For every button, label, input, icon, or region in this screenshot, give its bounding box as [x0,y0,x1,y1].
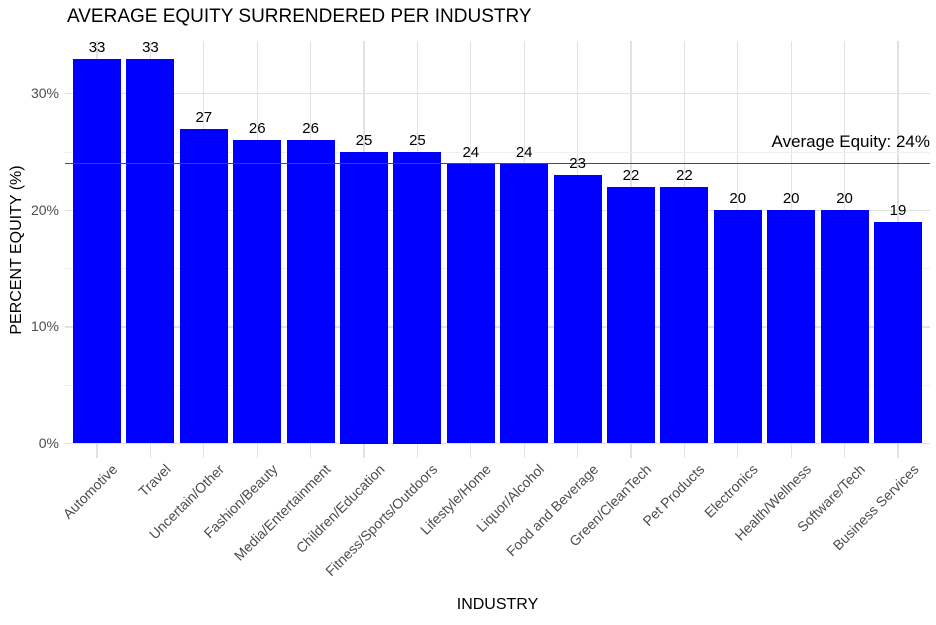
bar-value-label: 26 [248,120,266,138]
x-tick-label: Travel [135,461,174,500]
bar-value-label: 19 [889,201,907,219]
bar-value-label: 25 [409,132,426,149]
y-tick-label: 10% [30,318,59,335]
x-tick-label: Food and Beverage [502,461,601,560]
minor-gridline-y [65,151,930,153]
bar [606,186,655,444]
y-axis-title: PERCENT EQUITY (%) [8,165,25,335]
bar-value-label: 24 [462,143,480,161]
major-gridline-y [65,326,930,328]
y-tick-label: 30% [30,85,59,102]
minor-gridline-y [65,384,930,386]
bar [553,175,602,444]
x-axis-title: INDUSTRY [456,596,539,613]
bar [393,152,442,444]
bar-value-label: 23 [569,155,586,173]
bar-value-label: 25 [355,132,373,149]
bar-value-label: 22 [622,166,640,184]
bar [446,163,495,444]
major-gridline-y [65,93,930,95]
y-tick-label: 0% [38,435,59,451]
major-gridline-y [65,209,930,211]
bar-value-label: 33 [88,38,106,56]
bar-value-label: 20 [729,190,747,208]
bar [873,221,922,444]
bar-value-label: 27 [195,108,213,126]
average-line [65,162,930,165]
bar [233,140,282,444]
bar [286,140,335,444]
bar [713,210,762,444]
average-line-label: Average Equity: 24% [771,132,930,151]
bar-value-label: 33 [142,38,159,56]
bar-value-label: 20 [836,190,853,208]
bar-value-label: 22 [676,166,693,184]
bar-value-label: 20 [782,190,800,208]
bar-value-label: 26 [302,120,319,138]
bar [126,58,175,444]
bar [820,210,869,444]
bar [73,58,122,444]
bar [767,210,816,444]
major-gridline-y [65,442,930,445]
chart-title: AVERAGE EQUITY SURRENDERED PER INDUSTRY [67,6,532,27]
y-tick-label: 20% [30,201,59,218]
bar [500,163,549,444]
x-tick-label: Automotive [59,461,121,522]
bar [179,128,228,444]
bar-value-label: 24 [515,143,533,161]
bar [660,186,709,444]
x-tick-label: Media/Entertainment [231,461,334,564]
minor-gridline-y [65,268,930,270]
bar [339,152,389,444]
